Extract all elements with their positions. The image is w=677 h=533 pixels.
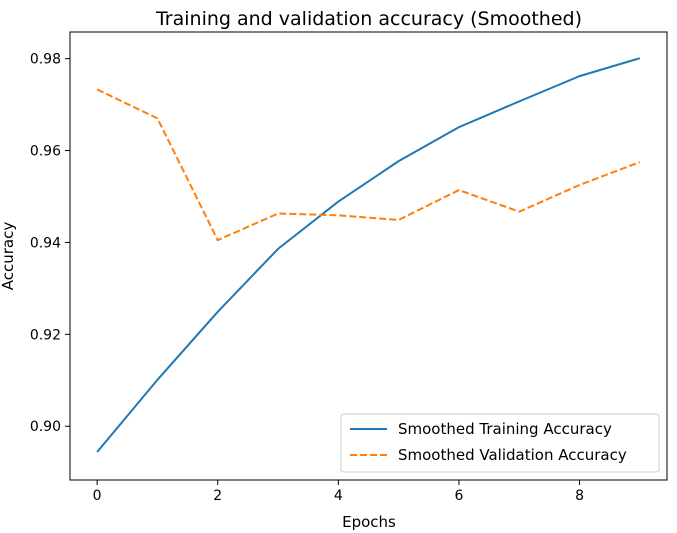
x-tick-label: 2 xyxy=(213,488,222,504)
x-tick-label: 6 xyxy=(454,488,463,504)
legend: Smoothed Training Accuracy Smoothed Vali… xyxy=(340,413,660,473)
legend-label-training: Smoothed Training Accuracy xyxy=(398,420,612,438)
plot-area xyxy=(69,31,668,481)
y-tick-label: 0.94 xyxy=(30,235,61,251)
chart-title: Training and validation accuracy (Smooth… xyxy=(155,8,582,30)
series-line-validation xyxy=(96,88,641,242)
x-tick-label: 8 xyxy=(575,488,584,504)
legend-label-validation: Smoothed Validation Accuracy xyxy=(398,446,627,464)
y-tick-label: 0.96 xyxy=(30,144,61,160)
legend-box xyxy=(340,413,660,473)
x-axis: 0 2 4 6 8 xyxy=(93,480,584,504)
x-tick-label: 0 xyxy=(93,488,102,504)
y-axis: 0.90 0.92 0.94 0.96 0.98 xyxy=(30,52,70,435)
series-layer xyxy=(96,57,641,453)
y-tick-label: 0.98 xyxy=(30,52,61,68)
series-line-training xyxy=(96,57,641,453)
y-tick-label: 0.90 xyxy=(30,419,61,435)
x-axis-label: Epochs xyxy=(342,513,396,531)
y-axis-label: Accuracy xyxy=(0,222,17,291)
x-tick-label: 4 xyxy=(334,488,343,504)
y-tick-label: 0.92 xyxy=(30,327,61,343)
